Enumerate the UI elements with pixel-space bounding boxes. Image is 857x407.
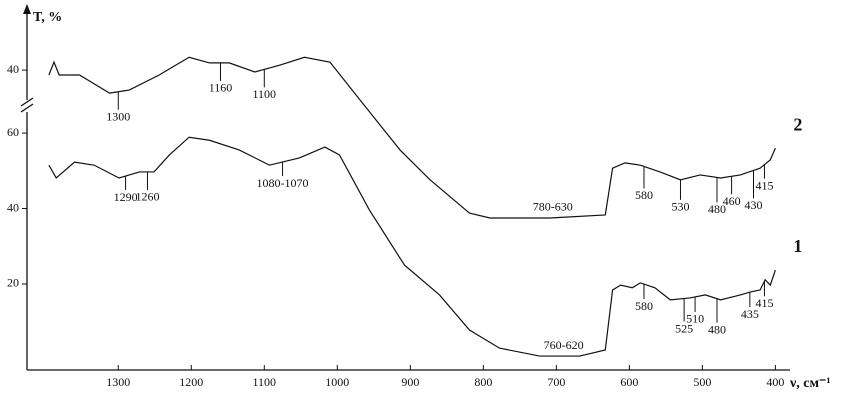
x-tick-label: 800 bbox=[474, 375, 492, 389]
spectrum-line bbox=[48, 136, 776, 357]
annotation: 1080-1070 bbox=[257, 176, 309, 190]
annotation: 480 bbox=[708, 202, 726, 216]
annotation: 435 bbox=[741, 307, 759, 321]
y2-tick-label: 40 bbox=[7, 62, 19, 76]
annotation: 415 bbox=[755, 178, 773, 192]
x-tick-label: 500 bbox=[693, 375, 711, 389]
x-tick-label: 1100 bbox=[253, 375, 277, 389]
annotation: 780-630 bbox=[533, 200, 573, 214]
annotation: 1260 bbox=[135, 190, 159, 204]
axis-break bbox=[20, 97, 34, 107]
x-tick-label: 1000 bbox=[325, 375, 349, 389]
y-arrow bbox=[23, 4, 31, 14]
x-tick-label: 1200 bbox=[179, 375, 203, 389]
x-tick-label: 1300 bbox=[106, 375, 130, 389]
y-tick-label: 40 bbox=[7, 200, 19, 214]
series-label: 2 bbox=[793, 114, 802, 134]
y-tick-label: 60 bbox=[7, 125, 19, 139]
x-axis-label: ν, см⁻¹ bbox=[789, 376, 831, 391]
series-label: 1 bbox=[793, 236, 802, 256]
annotation: 1300 bbox=[106, 110, 130, 124]
annotation: 530 bbox=[671, 200, 689, 214]
x-tick-label: 600 bbox=[620, 375, 638, 389]
annotation: 1160 bbox=[209, 81, 233, 95]
annotation: 480 bbox=[708, 322, 726, 336]
annotation: 460 bbox=[723, 194, 741, 208]
x-tick-label: 700 bbox=[547, 375, 565, 389]
annotation: 1290 bbox=[114, 190, 138, 204]
annotation: 580 bbox=[635, 299, 653, 313]
x-tick-label: 400 bbox=[766, 375, 784, 389]
annotation: 580 bbox=[635, 188, 653, 202]
x-tick-label: 900 bbox=[401, 375, 419, 389]
y-tick-label: 20 bbox=[7, 276, 19, 290]
spectrum-line bbox=[48, 56, 776, 219]
y-axis-label: T, % bbox=[33, 10, 62, 25]
annotation: 510 bbox=[686, 312, 704, 326]
annotation: 1100 bbox=[253, 87, 277, 101]
axis-break bbox=[20, 103, 34, 113]
annotation: 430 bbox=[744, 198, 762, 212]
annotation: 415 bbox=[755, 296, 773, 310]
annotation: 525 bbox=[675, 321, 693, 335]
annotation: 760-620 bbox=[544, 338, 584, 352]
